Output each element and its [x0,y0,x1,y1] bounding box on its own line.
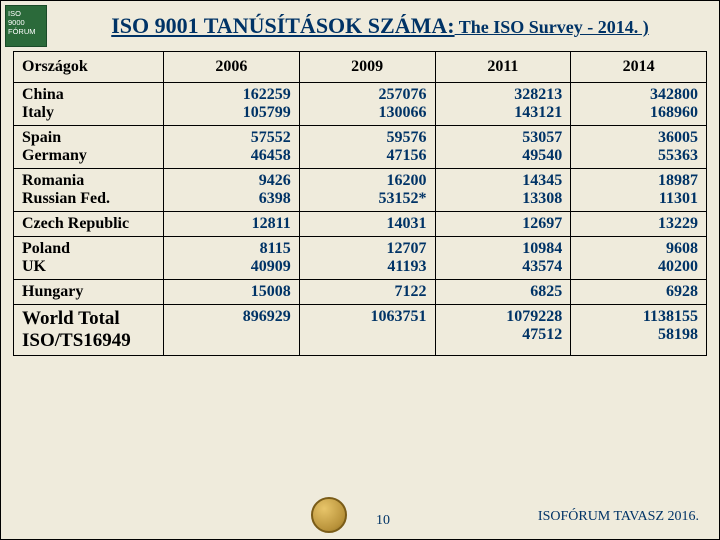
row-value: 107922847512 [435,305,571,356]
table-row: ChinaItaly162259105799257076130066328213… [14,83,707,126]
row-value: 896929 [164,305,300,356]
row-value: 257076130066 [299,83,435,126]
row-value: 12697 [435,212,571,237]
row-label: RomaniaRussian Fed. [14,169,164,212]
row-value: 328213143121 [435,83,571,126]
row-value: 13229 [571,212,707,237]
row-value: 811540909 [164,237,300,280]
medal-icon [311,497,347,533]
row-label: Hungary [14,280,164,305]
footer-text: ISOFÓRUM TAVASZ 2016. [538,509,699,525]
row-value: 6825 [435,280,571,305]
row-value: 6928 [571,280,707,305]
row-value: 960840200 [571,237,707,280]
table-header-row: Országok 2006 2009 2011 2014 [14,52,707,83]
th-2006: 2006 [164,52,300,83]
row-value: 342800168960 [571,83,707,126]
table-row: Hungary15008712268256928 [14,280,707,305]
row-value: 12811 [164,212,300,237]
row-value: 94266398 [164,169,300,212]
table-row: RomaniaRussian Fed.942663981620053152*14… [14,169,707,212]
row-label: PolandUK [14,237,164,280]
row-label: SpainGermany [14,126,164,169]
iso-logo: ISO 9000 FÓRUM [5,5,47,47]
row-value: 5305749540 [435,126,571,169]
row-value: 3600555363 [571,126,707,169]
th-countries: Országok [14,52,164,83]
row-value: 5755246458 [164,126,300,169]
row-value: 1063751 [299,305,435,356]
table-row: Czech Republic12811140311269713229 [14,212,707,237]
row-label: ChinaItaly [14,83,164,126]
th-2011: 2011 [435,52,571,83]
table-row: SpainGermany5755246458595764715653057495… [14,126,707,169]
title-main: ISO 9001 TANÚSÍTÁSOK SZÁMA: [111,13,454,38]
table-row: PolandUK81154090912707411931098443574960… [14,237,707,280]
row-value: 1434513308 [435,169,571,212]
page-number: 10 [376,513,390,529]
row-value: 1620053152* [299,169,435,212]
row-label: World TotalISO/TS16949 [14,305,164,356]
row-value: 1098443574 [435,237,571,280]
logo-line1: ISO [8,9,44,18]
row-value: 1270741193 [299,237,435,280]
title-sub: The ISO Survey - 2014. ) [455,17,649,37]
th-2014: 2014 [571,52,707,83]
logo-line2: 9000 [8,18,44,27]
data-table: Országok 2006 2009 2011 2014 ChinaItaly1… [13,51,707,356]
row-value: 7122 [299,280,435,305]
title: ISO 9001 TANÚSÍTÁSOK SZÁMA: The ISO Surv… [1,1,719,47]
row-value: 15008 [164,280,300,305]
row-value: 1898711301 [571,169,707,212]
table-row: World TotalISO/TS16949896929106375110792… [14,305,707,356]
row-value: 14031 [299,212,435,237]
row-value: 162259105799 [164,83,300,126]
th-2009: 2009 [299,52,435,83]
row-value: 113815558198 [571,305,707,356]
logo-line3: FÓRUM [8,27,44,36]
row-label: Czech Republic [14,212,164,237]
row-value: 5957647156 [299,126,435,169]
